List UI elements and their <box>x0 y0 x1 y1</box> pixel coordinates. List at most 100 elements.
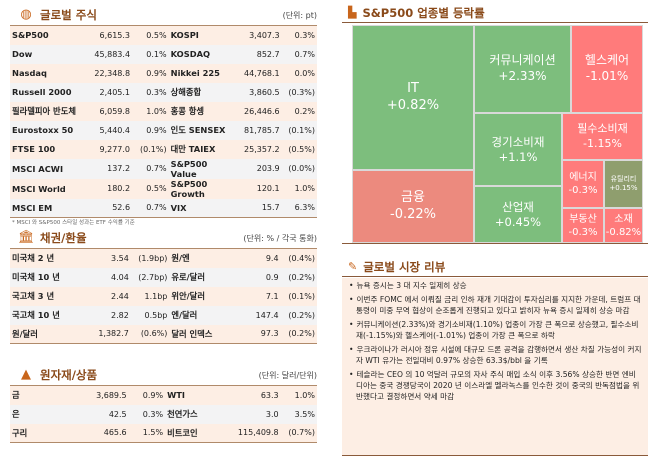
section-title: 글로벌 주식 <box>40 8 97 22</box>
sectors-header: ▙ S&P500 업종별 등락률 <box>342 3 648 23</box>
sector-treemap: IT +0.82% 금융 -0.22% 커뮤니케이션 +2.33% 헬스케어 -1.01% 경기… <box>352 25 643 243</box>
cell-value: 115,409.8 <box>237 428 279 438</box>
sector-name: 소재 <box>614 213 633 225</box>
cell-value: 22,348.8 <box>94 68 131 78</box>
sector-name: 필수소비재 <box>577 122 628 136</box>
cell-change: 0.9% <box>146 125 167 135</box>
sector-name: IT <box>407 80 419 96</box>
table-row: 미국채 10 년 4.04 (2.7bp) 유로/달러 0.9 (0.2%) <box>10 267 317 287</box>
cell-name: MSCI World <box>12 183 66 194</box>
table-row: FTSE 100 9,277.0 (0.1%) 대만 TAIEX 25,357.2 (0.… <box>10 139 317 159</box>
cell-value: 1,382.7 <box>98 329 129 339</box>
table-row: S&P500 6,615.3 0.5% KOSPI 3,407.3 0.3% <box>10 25 317 45</box>
cell-name: 국고채 3 년 <box>12 291 55 301</box>
cell-change: 0.9% <box>142 390 164 400</box>
cell-change: 3.5% <box>294 409 315 419</box>
cell-name: 미국채 2 년 <box>12 253 55 264</box>
cell-name: KOSDAQ <box>170 49 211 59</box>
table-row: 필라델피아 반도체 6,059.8 1.0% 홍콩 항셍 26,446.6 0.2% <box>10 101 317 121</box>
cell-change: (0.2%) <box>288 310 315 320</box>
cell-change: 0.5% <box>146 184 167 193</box>
unit-label: (단위: 달러/단위) <box>258 370 317 380</box>
cell-value: 44,768.1 <box>244 68 280 78</box>
cell-change: (0.1%) <box>288 125 315 135</box>
cell-name: MSCI ACWI <box>12 163 64 174</box>
cell-change: 0.7% <box>146 203 167 213</box>
cell-value: 9.4 <box>265 253 279 263</box>
sector-tile: 에너지 -0.3% <box>562 160 604 208</box>
commodities-header: ▲ 원자재/상품 (단위: 달러/단위) <box>10 365 317 385</box>
sector-name: 유틸리티 <box>610 174 637 183</box>
cell-name: KOSPI <box>170 30 199 41</box>
cell-name: 은 <box>12 409 20 419</box>
cell-change: 0.7% <box>294 49 315 59</box>
cell-change: (0.2%) <box>288 329 315 339</box>
sector-tile: 부동산 -0.3% <box>562 208 604 243</box>
bank-icon: 🏛 <box>18 230 35 245</box>
commodities-table: 금 3,689.5 0.9% WTI 63.3 1.0% 은 42.5 0.3% 천연가스 3.0 3… <box>10 385 317 443</box>
sector-name: 커뮤니케이션 <box>489 53 556 68</box>
cell-change: 6.3% <box>294 203 315 213</box>
sector-tile: 산업재 +0.45% <box>474 186 562 243</box>
cell-value: 465.6 <box>103 428 127 438</box>
sector-tile: 경기소비재 +1.1% <box>474 113 562 186</box>
cell-name: MSCI EM <box>12 202 53 213</box>
cell-name: 구리 <box>12 427 28 438</box>
cell-value: 147.4 <box>255 310 279 320</box>
sector-change: -1.01% <box>585 69 629 83</box>
section-title: S&P500 업종별 등락률 <box>362 5 485 20</box>
review-item: 테슬라는 CEO 의 10 억달러 규모의 자사 주식 매입 소식 이후 3.5… <box>348 369 642 402</box>
cell-name: 상해종합 <box>170 87 202 97</box>
sector-tile: 헬스케어 -1.01% <box>571 25 643 113</box>
review-item: 커뮤니케이션(2.33%)와 경기소비재(1.10%) 업종이 가장 큰 폭으로… <box>348 319 642 341</box>
cell-change: 0.3% <box>146 87 167 97</box>
sector-change: -0.22% <box>390 206 436 222</box>
cell-name: VIX <box>170 202 187 213</box>
sector-tile: 금융 -0.22% <box>352 170 474 243</box>
sector-change: -0.3% <box>568 226 598 238</box>
sector-name: 산업재 <box>502 199 534 214</box>
cell-value: 6,615.3 <box>99 30 131 40</box>
cell-change: 0.0% <box>294 68 315 78</box>
cell-change: 1.0% <box>294 390 315 400</box>
table-row: 구리 465.6 1.5% 비트코인 115,409.8 (0.7%) <box>10 423 317 443</box>
cell-change: 1.1bp <box>144 291 168 301</box>
cell-value: 3.54 <box>111 253 129 263</box>
cell-change: (0.4%) <box>288 253 315 263</box>
cell-name: 국고채 10 년 <box>12 310 60 320</box>
table-row: 원/달러 1,382.7 (0.6%) 달러 인덱스 97.3 (0.2%) <box>10 324 317 344</box>
bonds-table: 미국채 2 년 3.54 (1.9bp) 원/엔 9.4 (0.4%) 미국채 10 년 4.… <box>10 248 317 344</box>
cell-value: 5,440.4 <box>99 125 131 135</box>
sector-change: +0.45% <box>494 214 542 229</box>
cell-value: 63.3 <box>260 390 279 400</box>
cell-value: 42.5 <box>108 409 127 419</box>
cell-value: 4.04 <box>111 272 129 282</box>
cell-value: 9,277.0 <box>99 144 131 154</box>
table-row: 국고채 10 년 2.82 0.5bp 엔/달러 147.4 (0.2%) <box>10 305 317 325</box>
cell-name: Eurostoxx 50 <box>12 125 74 135</box>
cell-change: 1.0% <box>294 184 315 193</box>
table-row: Dow 45,883.4 0.1% KOSDAQ 852.7 0.7% <box>10 44 317 64</box>
cell-name: 금 <box>12 390 20 401</box>
cell-value: 25,357.2 <box>244 144 280 154</box>
review-item: 이번주 FOMC 에서 이뤄질 금리 인하 재개 기대감이 투자심리를 지지한 … <box>348 294 642 316</box>
sector-name: 에너지 <box>569 172 597 183</box>
cell-value: 180.2 <box>107 184 131 193</box>
cell-change: (0.3%) <box>288 87 315 97</box>
cell-value: 97.3 <box>260 329 279 339</box>
cell-value: 2,405.1 <box>99 87 131 97</box>
sector-tile: 유틸리티 +0.15% <box>604 160 643 208</box>
cell-change: (0.0%) <box>288 164 315 173</box>
sector-name: 헬스케어 <box>584 53 630 68</box>
cell-name: 비트코인 <box>167 427 198 438</box>
sector-tile: 커뮤니케이션 +2.33% <box>474 25 571 113</box>
unit-label: (단위: pt) <box>282 10 317 20</box>
unit-label: (단위: % / 각국 통화) <box>243 233 317 243</box>
cell-value: 3.0 <box>265 409 279 419</box>
cell-change: 1.0% <box>146 106 167 116</box>
cell-change: 0.7% <box>146 164 167 173</box>
cell-name: Russell 2000 <box>12 87 72 97</box>
table-row: MSCI ACWI 137.2 0.7% S&P500 Value 203.9 (0.0%… <box>10 158 317 179</box>
cell-value: 3,407.3 <box>249 30 280 40</box>
cell-change: 0.5bp <box>144 310 168 320</box>
